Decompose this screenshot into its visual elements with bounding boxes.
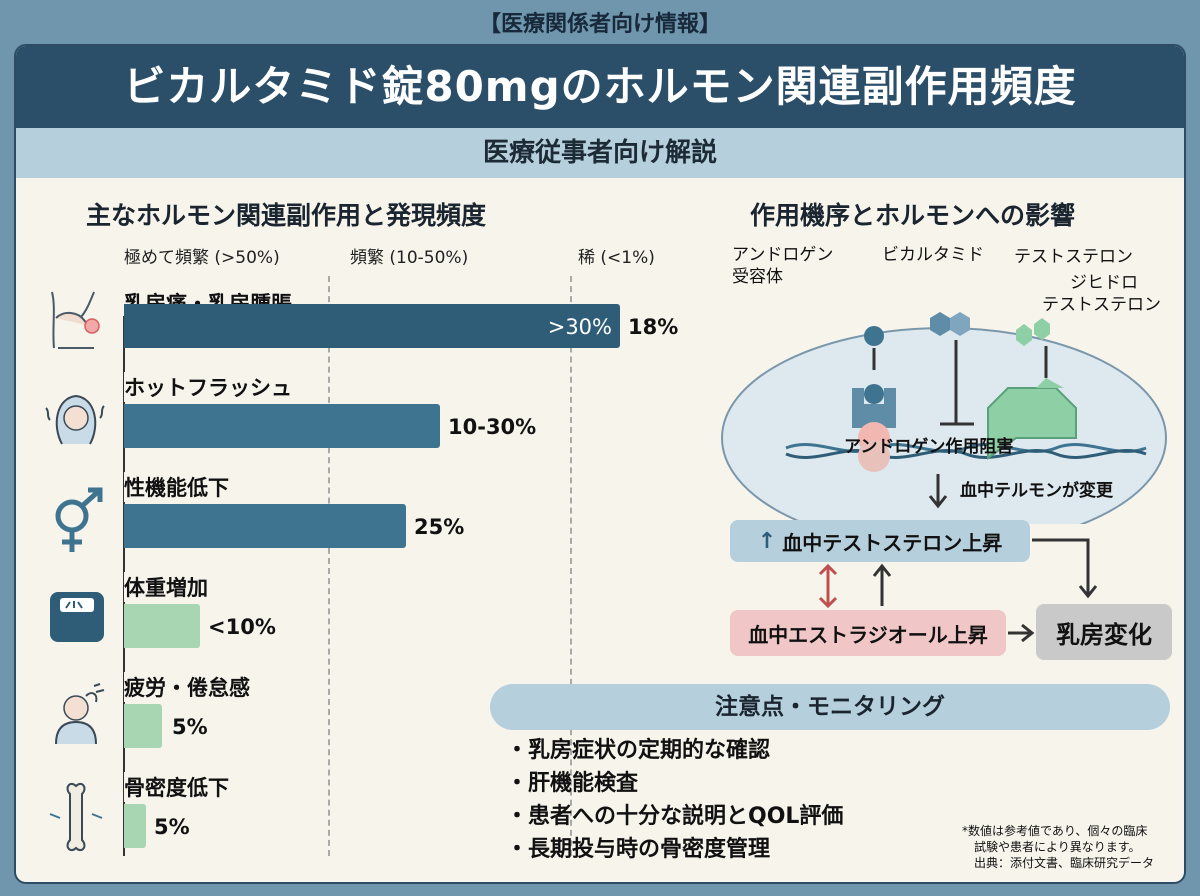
bar-value-label: 5% — [172, 715, 208, 739]
bar-value-label: 25% — [414, 515, 465, 539]
inhibition-label: アンドロゲン作用阻害 — [844, 437, 1014, 457]
list-item: ・患者への十分な説明とQOL評価 — [506, 804, 844, 829]
relation-arrows-icon — [818, 563, 892, 609]
footnote-line: 試験や患者により異なります。 — [974, 840, 1141, 854]
freq-header-very-common: 極めて頻繁 (>50%) — [124, 248, 280, 268]
side-effect-bar — [124, 404, 440, 448]
bar-value-label: <10% — [208, 615, 276, 639]
freq-header-rare: 稀 (<1%) — [578, 248, 655, 268]
list-item: ・肝機能検査 — [506, 771, 639, 796]
side-effect-bar — [124, 504, 406, 548]
testosterone-label: テストステロン — [1014, 247, 1133, 267]
bar-value-label: 18% — [628, 315, 679, 339]
mechanism-title: 作用機序とホルモンへの影響 — [750, 201, 1076, 230]
side-effect-label: 性機能低下 — [124, 472, 233, 502]
side-effect-label: ホットフラッシュ — [124, 372, 296, 402]
testosterone-up-label: 血中テストステロン上昇 — [782, 530, 1003, 555]
gender-symbol-icon — [55, 487, 103, 552]
footnote-line: 出典：添付文書、臨床研究データ — [974, 856, 1155, 870]
side-effect-bar — [124, 604, 200, 648]
hormone-change-label: 血中テルモンが変更 — [960, 481, 1113, 501]
fatigue-icon — [55, 683, 105, 745]
side-effect-bar — [124, 304, 620, 348]
side-effect-bar — [124, 804, 146, 848]
side-effect-label: 疲労・倦怠感 — [124, 672, 254, 702]
receptor-label-line1: アンドロゲン — [732, 245, 834, 265]
side-effect-bar — [124, 704, 162, 748]
bar-inner-label: >30% — [547, 315, 612, 339]
mechanism-diagram — [721, 312, 1167, 524]
side-effects-title: 主なホルモン関連副作用と発現頻度 — [86, 201, 487, 230]
arrow-down-icon — [928, 474, 948, 509]
hot-flash-icon — [45, 394, 105, 445]
infographic-panel: ビカルタミド錠80mgのホルモン関連副作用頻度 医療従事者向け解説 主なホルモン… — [16, 46, 1184, 882]
freq-divider-2 — [570, 276, 572, 856]
breast-change-box: 乳房変化 — [1036, 604, 1172, 660]
breast-icon — [51, 291, 100, 349]
side-effect-label: 体重増加 — [124, 572, 212, 602]
footnote-line: *数値は参考値であり、個々の臨床 — [962, 824, 1148, 838]
freq-divider-1 — [328, 276, 330, 856]
monitoring-list: ・乳房症状の定期的な確認 ・肝機能検査 ・患者への十分な説明とQOL評価 ・長期… — [506, 734, 843, 866]
dht-label-line1: ジヒドロ — [1070, 273, 1138, 293]
bicalutamide-label: ビカルタミド — [882, 245, 984, 265]
receptor-label-line2: 受容体 — [732, 267, 783, 287]
page-subtitle: 医療従事者向け解説 — [16, 128, 1184, 178]
testosterone-up-box: ↑ 血中テストステロン上昇 — [730, 520, 1030, 562]
flow-arrow-icon — [1032, 538, 1098, 599]
side-effect-label: 骨密度低下 — [124, 772, 233, 802]
footnote: *数値は参考値であり、個々の臨床 試験や患者により異なります。 出典：添付文書、… — [962, 823, 1182, 871]
arrow-right-icon — [1008, 623, 1035, 643]
bar-value-label: 10-30% — [448, 415, 537, 439]
dht-label-line2: テストステロン — [1042, 295, 1161, 315]
up-arrow-icon: ↑ — [757, 528, 777, 554]
list-item: ・長期投与時の骨密度管理 — [506, 837, 771, 862]
estradiol-up-box: 血中エストラジオール上昇 — [730, 610, 1006, 656]
bar-value-label: 5% — [154, 815, 190, 839]
list-item: ・乳房症状の定期的な確認 — [506, 738, 771, 763]
page-title: ビカルタミド錠80mgのホルモン関連副作用頻度 — [16, 46, 1184, 128]
audience-kicker: 【医療関係者向け情報】 — [478, 12, 721, 37]
bone-icon — [49, 782, 103, 852]
monitoring-title: 注意点・モニタリング — [490, 684, 1170, 730]
freq-header-common: 頻繁 (10-50%) — [350, 248, 469, 268]
scale-icon — [50, 592, 104, 642]
